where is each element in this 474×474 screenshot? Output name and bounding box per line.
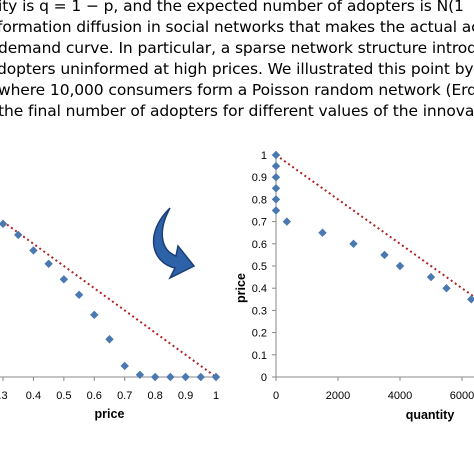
x-tick-label: 4000 xyxy=(388,390,412,402)
data-point xyxy=(29,246,38,255)
paper-line-3: demand curve. In particular, a sparse ne… xyxy=(0,39,474,57)
y-axis-title: price xyxy=(234,273,248,303)
reference-line xyxy=(2,220,217,378)
x-tick-label: 0.7 xyxy=(117,390,132,402)
data-point xyxy=(426,272,436,282)
data-point xyxy=(74,290,84,300)
data-point xyxy=(211,372,221,382)
data-point xyxy=(271,161,281,171)
y-tick-label: 0.2 xyxy=(252,328,267,340)
y-tick-label: 1 xyxy=(261,150,267,162)
y-tick-label: 0.6 xyxy=(252,239,267,251)
y-tick-label: 0 xyxy=(261,372,267,384)
paper-line-4: dopters uninformed at high prices. We il… xyxy=(0,60,474,78)
data-point xyxy=(150,372,160,382)
x-tick-label: 1 xyxy=(213,390,219,402)
data-point xyxy=(395,261,405,271)
data-point xyxy=(349,239,358,248)
right-demand-chart: 0 0.1 0.2 0.3 0.4 0.5 0.6 0.7 0.8 0.9 1 0 2000 4000 60… xyxy=(234,150,474,422)
paper-line-5: where 10,000 consumers form a Poisson ra… xyxy=(0,81,474,99)
curved-arrow-icon xyxy=(153,207,196,280)
data-point xyxy=(271,173,281,182)
x-tick-label: 0 xyxy=(273,390,279,402)
data-point xyxy=(318,228,327,237)
x-tick-label: 0.5 xyxy=(56,390,71,402)
data-point xyxy=(14,230,23,240)
data-point xyxy=(467,295,474,304)
x-tick-label: 0.4 xyxy=(26,390,41,402)
x-tick-label: 2000 xyxy=(326,390,350,402)
data-point xyxy=(271,184,281,193)
data-point xyxy=(442,284,451,293)
y-tick-label: 0.5 xyxy=(252,261,267,273)
x-tick-label: 0.6 xyxy=(87,390,102,402)
left-demand-chart: .3 0.4 0.5 0.6 0.7 0.8 0.9 1 price xyxy=(0,219,221,421)
data-point xyxy=(166,372,175,382)
x-tick-label: 6000 xyxy=(450,390,474,402)
data-point xyxy=(90,310,99,320)
data-point xyxy=(282,217,292,226)
y-tick-label: 0.7 xyxy=(252,217,267,229)
data-point xyxy=(380,250,389,260)
y-tick-label: 0.8 xyxy=(252,194,267,206)
x-axis-title: quantity xyxy=(406,408,455,422)
data-point xyxy=(0,219,8,229)
data-point xyxy=(196,372,205,382)
data-point xyxy=(271,150,281,160)
paper-line-2: formation diffusion in social networks t… xyxy=(0,18,474,36)
data-point xyxy=(44,259,53,268)
y-tick-label: 0.1 xyxy=(252,350,267,362)
y-tick-label: 0.4 xyxy=(252,283,267,295)
reference-line xyxy=(275,154,474,299)
x-tick-label: 0.9 xyxy=(178,390,193,402)
x-tick-label: .3 xyxy=(0,390,8,402)
data-point xyxy=(135,370,145,379)
data-point xyxy=(271,195,281,204)
y-tick-label: 0.9 xyxy=(252,172,267,184)
data-point xyxy=(120,361,129,371)
y-tick-label: 0.3 xyxy=(252,305,267,317)
paper-line-6: the final number of adopters for differe… xyxy=(0,102,474,120)
data-point xyxy=(271,206,281,215)
x-axis-title: price xyxy=(95,407,125,421)
x-tick-label: 0.8 xyxy=(147,390,162,402)
data-point xyxy=(59,275,69,284)
data-point xyxy=(105,335,114,344)
data-point xyxy=(181,372,190,382)
paper-line-1: ity is q = 1 − p, and the expected numbe… xyxy=(0,0,464,15)
